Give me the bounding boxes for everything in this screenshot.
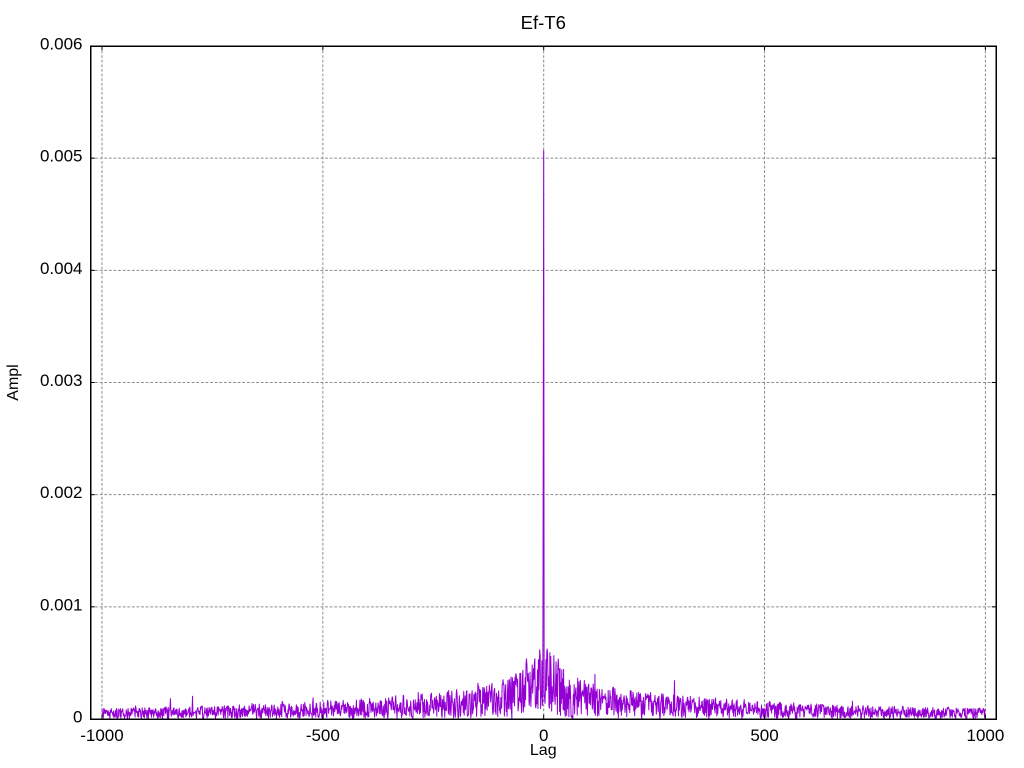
svg-text:Ef-T6: Ef-T6 <box>521 12 566 33</box>
svg-text:0.001: 0.001 <box>40 595 83 614</box>
svg-text:0.005: 0.005 <box>40 147 83 166</box>
svg-text:1000: 1000 <box>966 726 1004 745</box>
svg-text:-1000: -1000 <box>80 726 123 745</box>
svg-text:0: 0 <box>73 708 82 727</box>
svg-text:0.002: 0.002 <box>40 483 83 502</box>
svg-text:0.006: 0.006 <box>40 35 83 54</box>
svg-text:Ampl: Ampl <box>5 364 22 400</box>
svg-text:-500: -500 <box>306 726 340 745</box>
svg-text:Lag: Lag <box>530 742 557 759</box>
svg-text:500: 500 <box>750 726 778 745</box>
svg-text:0.004: 0.004 <box>40 259 83 278</box>
svg-text:0.003: 0.003 <box>40 371 83 390</box>
